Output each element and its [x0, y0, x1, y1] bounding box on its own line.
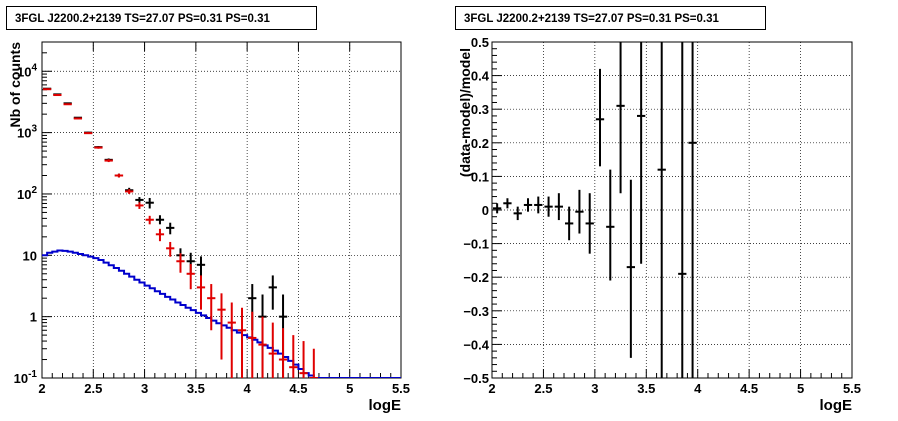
right-x-tick-label: 5	[797, 381, 804, 396]
data-point	[135, 197, 144, 204]
right-y-tick-label: −0.5	[463, 371, 489, 386]
right-x-tick-label: 4.5	[740, 381, 758, 396]
model-point	[94, 146, 103, 149]
model-point	[145, 215, 154, 225]
right-x-axis-label: logE	[820, 397, 853, 414]
model-point	[73, 117, 83, 120]
residual-point	[595, 68, 605, 167]
residual-point	[503, 198, 512, 209]
model-point	[227, 302, 236, 378]
data-point	[145, 197, 154, 209]
right-plot-title: 3FGL J2200.2+2139 TS=27.07 PS=0.31 PS=0.…	[455, 6, 766, 30]
left-y-tick-label: 102	[17, 185, 37, 202]
right-y-tick-label: 0.5	[471, 35, 489, 50]
right-y-tick-label: −0.4	[463, 337, 489, 352]
model-point	[258, 316, 267, 378]
model-point	[217, 293, 226, 360]
left-plot-title: 3FGL J2200.2+2139 TS=27.07 PS=0.31 PS=0.…	[6, 6, 317, 30]
right-y-tick-label: −0.1	[463, 237, 489, 252]
right-x-tick-label: 2.5	[534, 381, 552, 396]
residual-point	[606, 169, 615, 281]
residual-point	[523, 198, 533, 212]
model-point	[268, 322, 277, 378]
left-y-tick-label: 104	[17, 62, 37, 79]
model-point	[207, 284, 216, 331]
right-y-tick-label: −0.2	[463, 270, 489, 285]
data-point	[166, 222, 175, 235]
left-x-tick-label: 3.5	[187, 381, 205, 396]
left-x-tick-label: 5	[346, 381, 353, 396]
model-point	[237, 307, 247, 378]
right-x-tick-label: 3	[591, 381, 598, 396]
residual-point	[554, 193, 563, 221]
left-x-tick-label: 2	[38, 381, 45, 396]
left-y-tick-label: 10-1	[14, 369, 38, 386]
left-x-tick-label: 2.5	[84, 381, 102, 396]
right-y-tick-label: 0.3	[471, 102, 489, 117]
left-y-tick-label: 1	[30, 310, 37, 325]
model-point	[186, 264, 195, 290]
right-y-tick-label: 0.1	[471, 169, 489, 184]
right-y-tick-label: 0.4	[471, 69, 490, 84]
right-y-tick-label: 0.2	[471, 136, 489, 151]
model-point	[63, 103, 72, 106]
right-x-tick-label: 2	[488, 381, 495, 396]
residual-point	[493, 203, 502, 214]
left-y-tick-label: 103	[17, 124, 37, 141]
model-point	[135, 202, 144, 209]
model-point	[43, 88, 52, 91]
model-point	[299, 341, 308, 378]
residual-point	[616, 42, 625, 194]
right-y-tick-label: 0	[482, 203, 489, 218]
left-x-tick-label: 4.5	[289, 381, 307, 396]
left-y-axis-label: Nb of counts	[7, 42, 23, 128]
model-point	[309, 348, 318, 378]
left-plot-frame	[41, 41, 402, 379]
model-point	[196, 275, 206, 310]
model-point	[289, 335, 298, 378]
right-x-tick-label: 3.5	[637, 381, 655, 396]
residual-point	[565, 206, 574, 241]
residual-point	[657, 42, 666, 378]
model-point	[155, 228, 165, 242]
data-point	[155, 215, 165, 225]
residual-point	[688, 42, 697, 378]
model-point	[53, 94, 62, 97]
left-x-tick-label: 3	[141, 381, 148, 396]
residual-point	[678, 42, 687, 378]
right-y-axis-label: (data-model)/model	[457, 48, 473, 177]
residual-point	[575, 189, 584, 234]
right-x-tick-label: 5.5	[843, 381, 861, 396]
residual-point	[585, 193, 594, 254]
model-point	[278, 328, 288, 378]
left-y-tick-label: 10	[23, 248, 37, 263]
model-point	[125, 189, 134, 194]
residual-point	[637, 42, 646, 264]
residual-point	[544, 196, 553, 217]
residual-point	[513, 206, 522, 221]
model-point	[104, 159, 113, 163]
model-point	[114, 173, 124, 178]
right-plot-frame	[491, 41, 853, 379]
model-point	[84, 132, 93, 135]
data-point	[268, 275, 277, 310]
data-point	[196, 256, 206, 278]
left-x-tick-label: 5.5	[392, 381, 410, 396]
model-point	[248, 311, 257, 378]
residual-point	[626, 179, 635, 358]
left-x-axis-label: logE	[369, 397, 402, 414]
right-y-tick-label: −0.3	[463, 304, 489, 319]
right-x-tick-label: 4	[694, 381, 702, 396]
model-point	[166, 241, 175, 257]
left-x-tick-label: 4	[244, 381, 252, 396]
residual-point	[534, 196, 543, 214]
model-point	[176, 253, 185, 273]
